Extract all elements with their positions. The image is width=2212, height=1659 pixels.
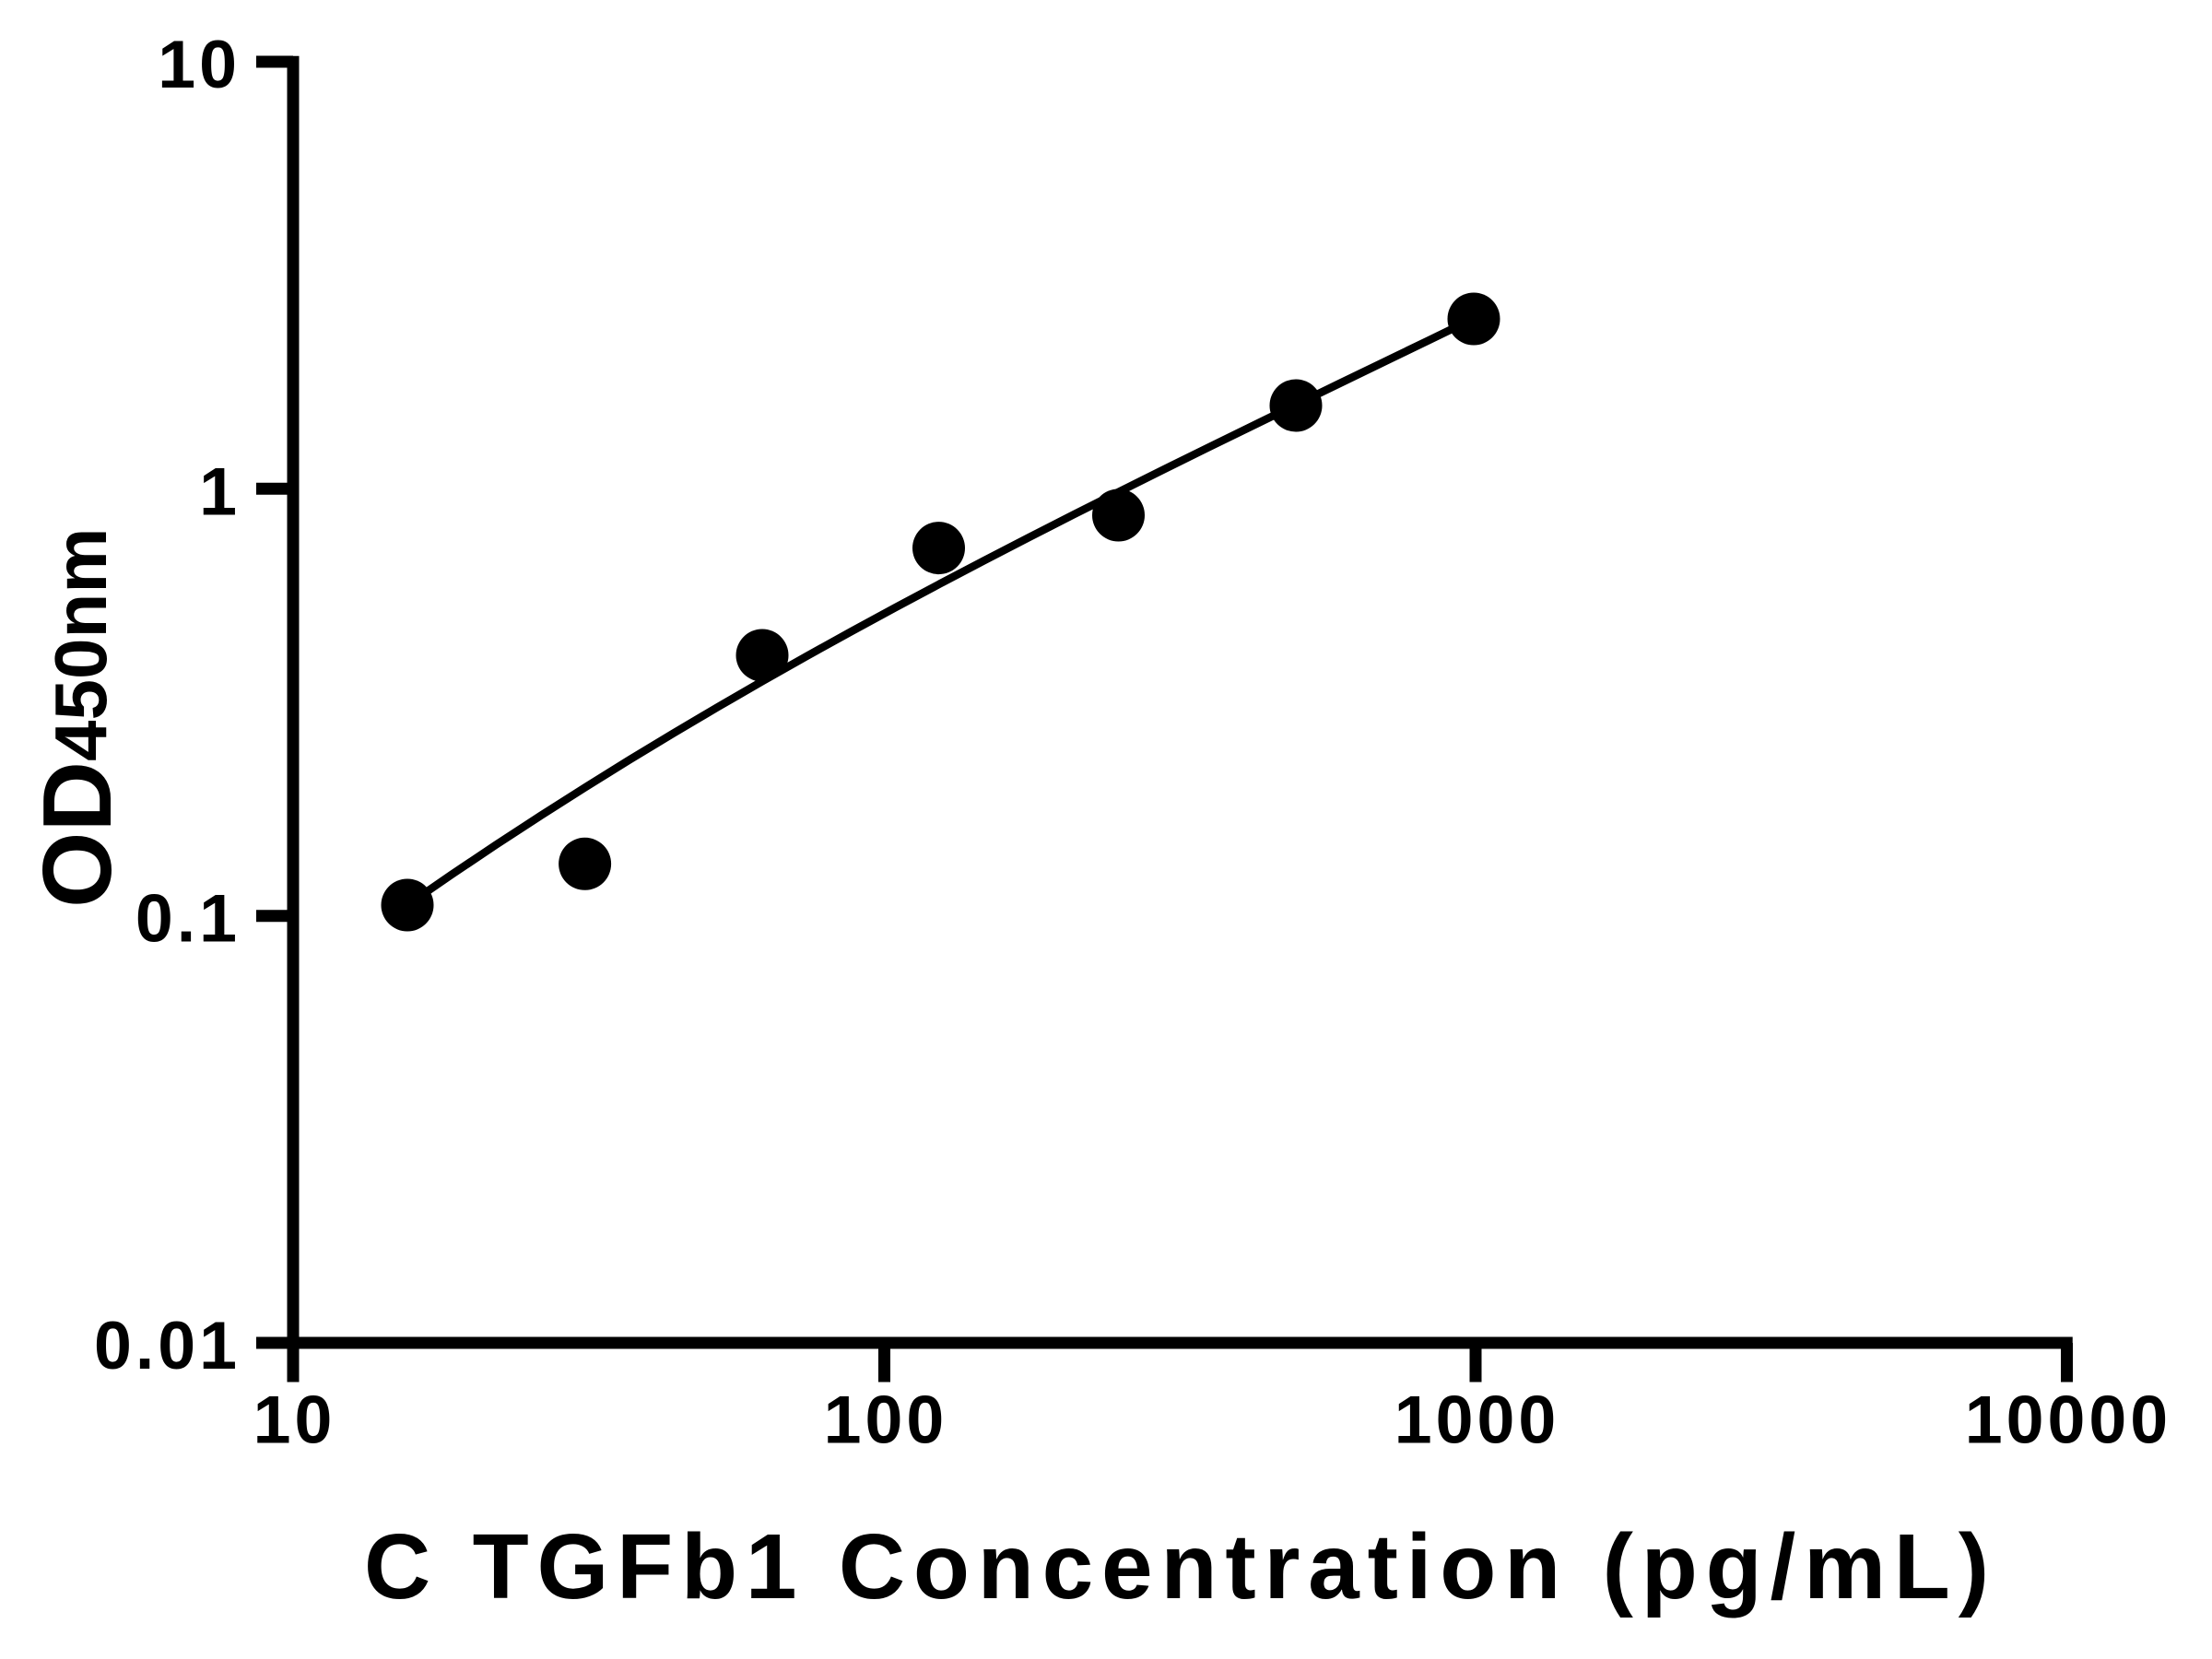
- svg-text:C TGFb1 Concentration (pg/mL): C TGFb1 Concentration (pg/mL): [364, 1515, 1989, 1618]
- svg-text:10000: 10000: [1965, 1382, 2171, 1458]
- svg-text:1000: 1000: [1394, 1382, 1560, 1458]
- svg-text:10: 10: [158, 26, 241, 102]
- svg-text:100: 100: [824, 1382, 948, 1458]
- svg-text:1: 1: [199, 453, 241, 529]
- svg-text:OD450nm: OD450nm: [23, 528, 132, 908]
- svg-text:0.1: 0.1: [135, 880, 241, 957]
- svg-text:10: 10: [253, 1382, 336, 1458]
- svg-text:0.01: 0.01: [94, 1307, 241, 1383]
